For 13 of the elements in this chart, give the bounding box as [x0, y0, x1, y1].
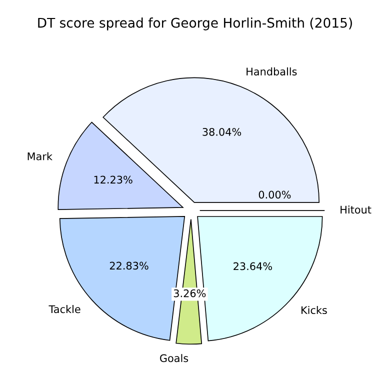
slice-label: Mark — [28, 152, 52, 160]
chart-title: DT score spread for George Horlin-Smith (2015) — [38, 18, 352, 30]
data-label: 22.83% — [110, 262, 148, 270]
data-label: 23.64% — [234, 262, 272, 270]
text: 0.00% — [258, 190, 291, 199]
data-label: 3.26% — [174, 289, 206, 298]
category-label: Hitout — [340, 206, 372, 214]
slice-label: Handballs — [246, 67, 297, 76]
slice-label: Tackle — [48, 305, 80, 314]
data-label: 38.04% — [202, 128, 242, 136]
slice-label: Kicks — [302, 306, 327, 314]
data-label: 12.23% — [94, 176, 132, 184]
slice-label: Goals — [160, 354, 188, 362]
